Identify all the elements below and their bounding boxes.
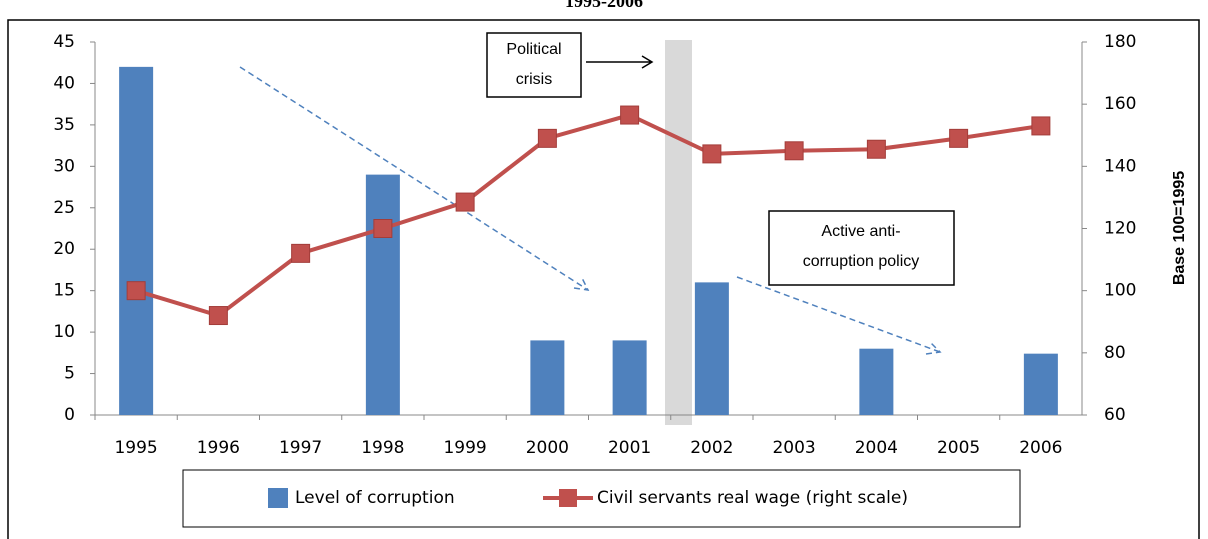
frame [7, 19, 1200, 539]
x-tick-label: 1998 [361, 438, 404, 458]
y-tick-label: 30 [53, 156, 75, 176]
marker [373, 219, 393, 238]
x-tick-label: 2004 [855, 438, 898, 458]
bar [859, 348, 894, 415]
x-tick-label: 2000 [526, 438, 569, 458]
x-tick-label: 2006 [1019, 438, 1062, 458]
marker [620, 105, 640, 125]
annotation-text: Political [506, 41, 561, 58]
x-tick-label: 2005 [937, 438, 980, 458]
x-tick-label: 1997 [279, 438, 322, 458]
x-tick-label: 2002 [690, 438, 733, 458]
legend-swatch [268, 488, 288, 508]
chart-title: 1995-2006 [565, 0, 643, 11]
annotation-text: Active anti- [821, 223, 900, 240]
x-tick-label: 2001 [608, 438, 651, 458]
line [135, 112, 1042, 318]
y2-tick-label: 180 [1104, 32, 1136, 52]
marker [126, 281, 146, 301]
annotation-box [486, 32, 582, 98]
y-tick-label: 5 [64, 364, 75, 384]
bar [365, 174, 400, 415]
crisis-band [665, 40, 692, 425]
marker [208, 306, 228, 326]
legend-label: Civil servants real wage (right scale) [597, 488, 908, 508]
y-tick-label: 20 [53, 239, 75, 259]
legend-label: Level of corruption [295, 488, 455, 508]
bar [1023, 353, 1058, 415]
marker [702, 144, 722, 164]
y2-tick-label: 140 [1104, 156, 1136, 176]
trend-arrows [239, 66, 942, 355]
x-tick-label: 1995 [114, 438, 157, 458]
x-tick-label: 2003 [772, 438, 815, 458]
bar [530, 340, 565, 415]
legend-swatch [559, 489, 577, 507]
annotation-arrow [586, 55, 654, 69]
marker [949, 128, 969, 148]
marker [1031, 116, 1051, 136]
y2-tick-label: 80 [1104, 343, 1126, 363]
marker [784, 141, 804, 161]
annotation-box [768, 210, 955, 286]
y-tick-label: 35 [53, 115, 75, 135]
x-tick-label: 1999 [443, 438, 486, 458]
marker [537, 128, 557, 148]
y-tick-label: 45 [53, 32, 75, 52]
x-tick-label: 1996 [197, 438, 240, 458]
annotation-text: crisis [516, 71, 552, 88]
annotation-text: corruption policy [803, 253, 920, 270]
y-tick-label: 15 [53, 281, 75, 301]
marker [866, 139, 886, 159]
y-tick-label: 40 [53, 73, 75, 93]
y-tick-label: 0 [64, 405, 75, 425]
y2-axis-label: Base 100=1995 [1171, 171, 1188, 285]
marker [291, 243, 311, 263]
marker [455, 192, 475, 212]
y-tick-label: 10 [53, 322, 75, 342]
y2-tick-label: 160 [1104, 94, 1136, 114]
bar [694, 282, 729, 415]
bar [119, 66, 154, 415]
bar [612, 340, 647, 415]
y2-tick-label: 120 [1104, 219, 1136, 239]
legend [182, 469, 1021, 528]
y2-tick-label: 60 [1104, 405, 1126, 425]
y2-tick-label: 100 [1104, 281, 1136, 301]
y-tick-label: 25 [53, 198, 75, 218]
